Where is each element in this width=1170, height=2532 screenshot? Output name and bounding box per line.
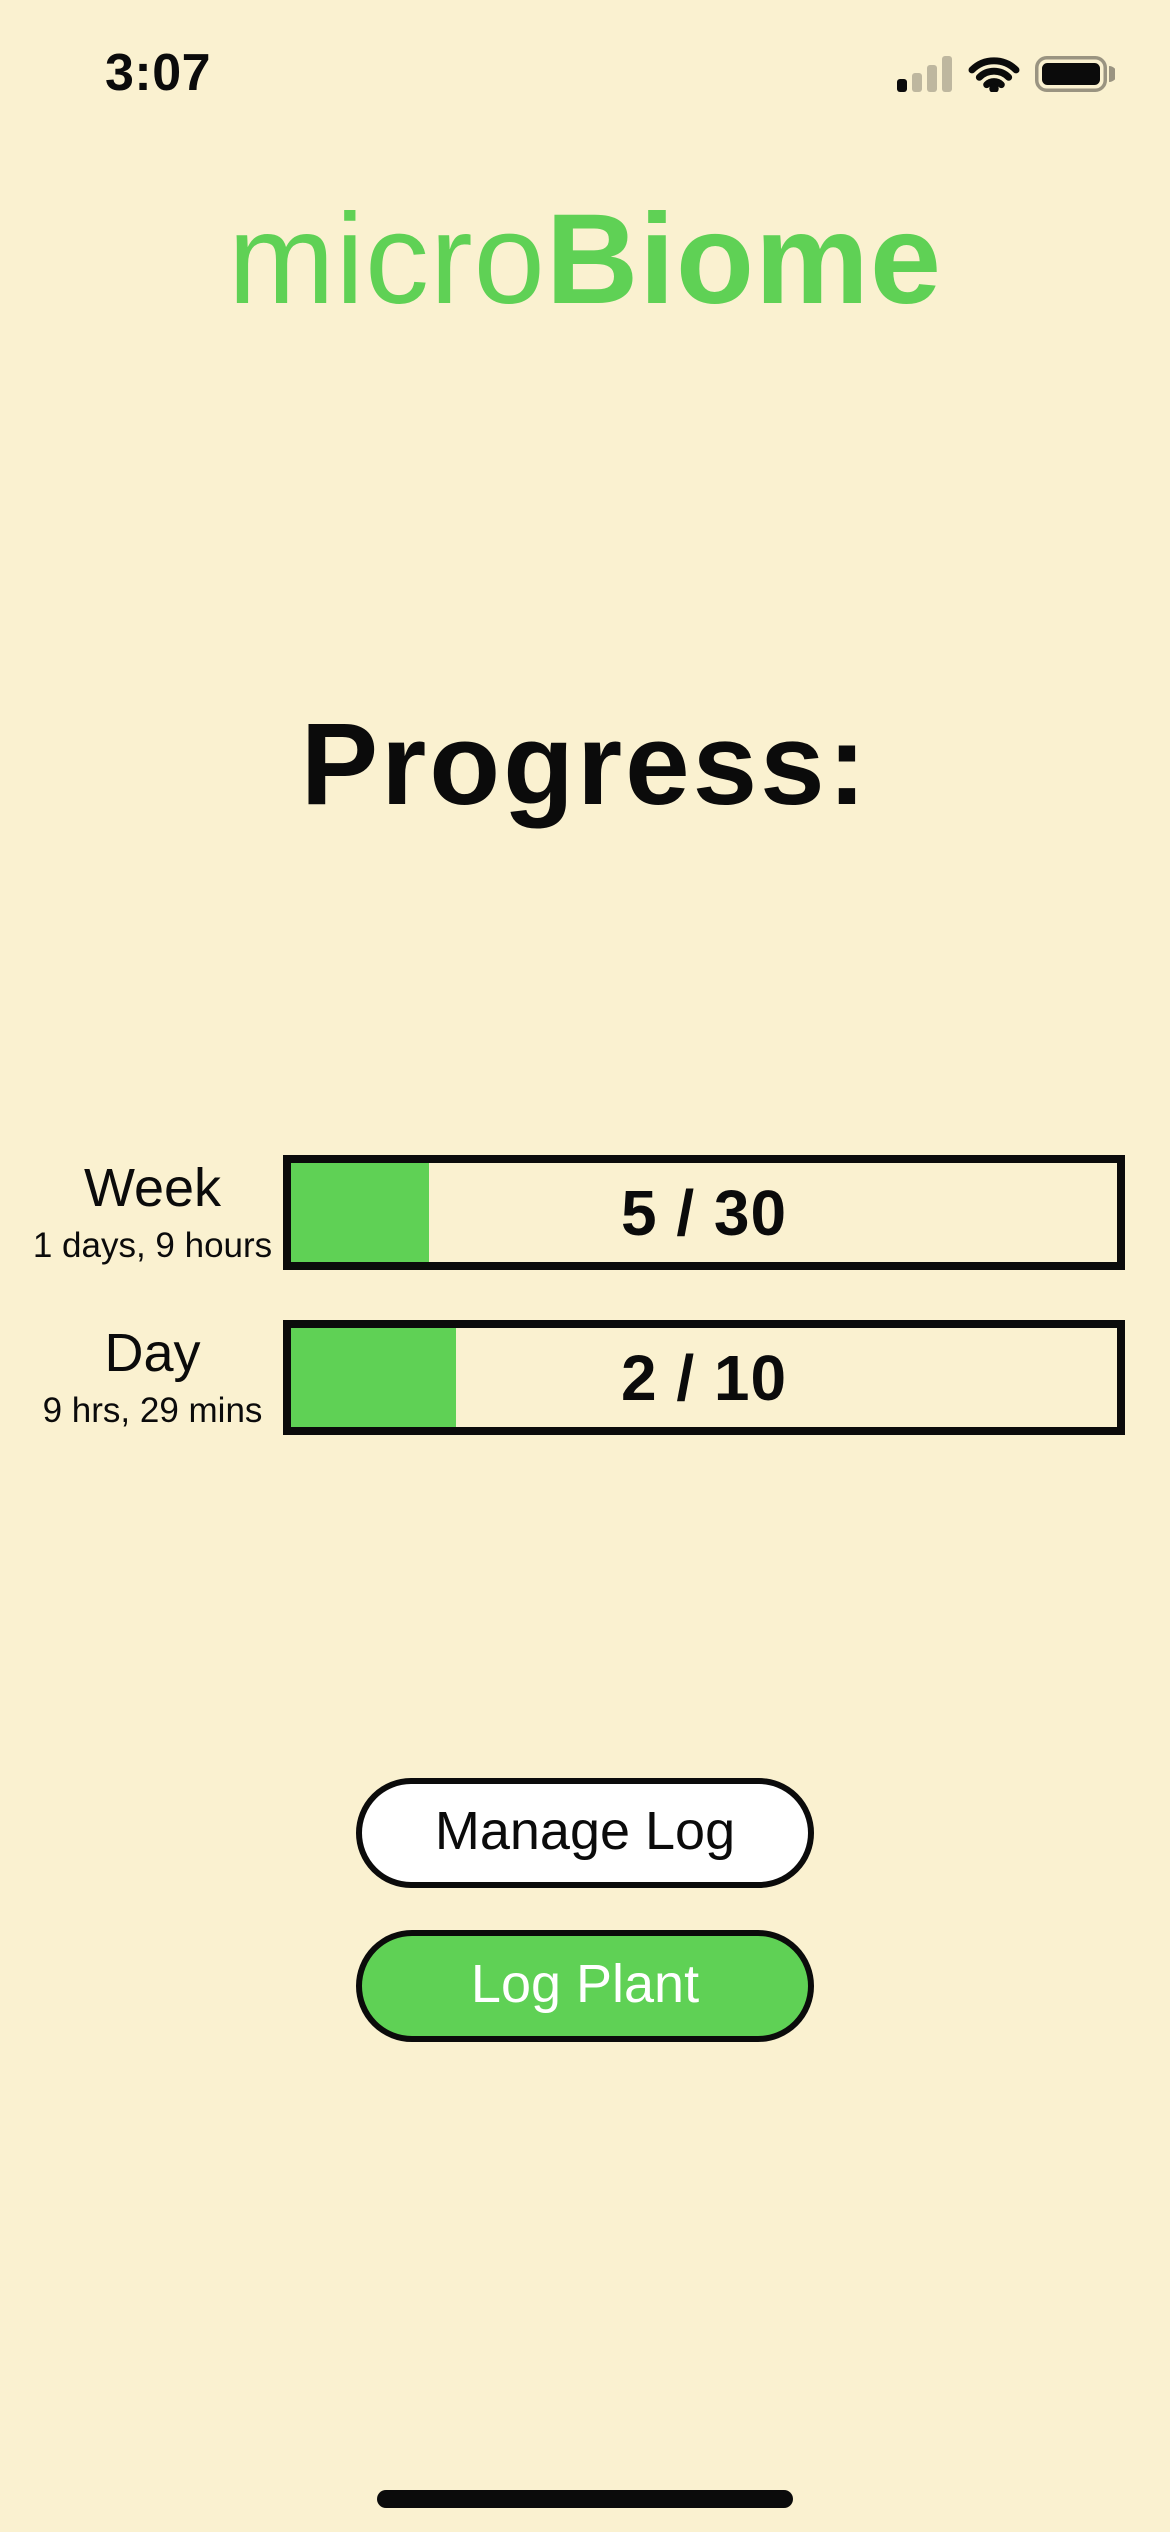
- action-buttons: Manage Log Log Plant: [0, 1778, 1170, 2042]
- day-time-remaining: 9 hrs, 29 mins: [42, 1391, 263, 1431]
- progress-section: Week 1 days, 9 hours 5 / 30 Day 9 hrs, 2…: [0, 1155, 1170, 1485]
- status-bar: 3:07: [0, 44, 1170, 102]
- day-label: Day: [104, 1323, 201, 1384]
- progress-row-day: Day 9 hrs, 29 mins 2 / 10: [0, 1320, 1170, 1435]
- status-icons: [897, 54, 1115, 92]
- day-progress-fill: [291, 1328, 457, 1427]
- week-time-remaining: 1 days, 9 hours: [32, 1226, 273, 1266]
- week-label: Week: [83, 1158, 222, 1219]
- progress-row-week: Week 1 days, 9 hours 5 / 30: [0, 1155, 1170, 1270]
- day-progress-bar: 2 / 10: [283, 1320, 1125, 1435]
- logo-prefix: micro: [227, 188, 546, 331]
- log-plant-button[interactable]: Log Plant: [356, 1930, 814, 2042]
- app-logo: microBiome: [0, 196, 1170, 324]
- day-label-group: Day 9 hrs, 29 mins: [30, 1323, 275, 1431]
- status-time: 3:07: [105, 44, 212, 102]
- battery-icon: [1035, 56, 1115, 92]
- week-progress-value: 5 / 30: [620, 1176, 788, 1249]
- home-indicator[interactable]: [377, 2490, 793, 2508]
- cellular-signal-icon: [897, 56, 952, 92]
- wifi-icon: [968, 57, 1020, 92]
- week-progress-fill: [291, 1163, 429, 1262]
- week-progress-bar: 5 / 30: [283, 1155, 1125, 1270]
- page-title: Progress:: [300, 699, 870, 829]
- manage-log-button[interactable]: Manage Log: [356, 1778, 814, 1888]
- week-label-group: Week 1 days, 9 hours: [30, 1158, 275, 1266]
- day-progress-value: 2 / 10: [620, 1341, 788, 1414]
- logo-suffix: Biome: [545, 188, 943, 331]
